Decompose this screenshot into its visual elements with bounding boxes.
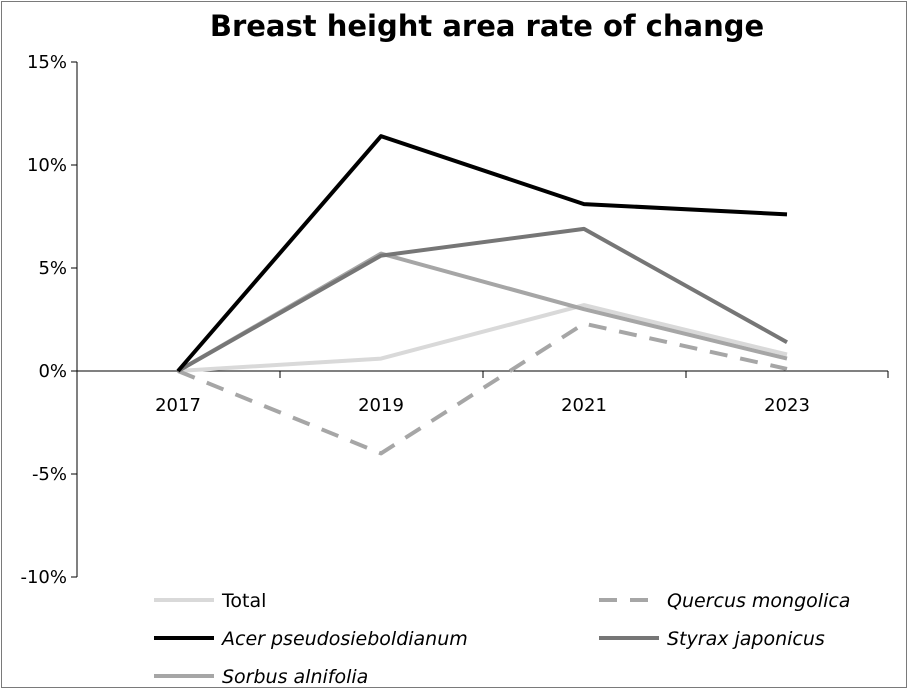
chart-title: Breast height area rate of change [210,9,764,43]
series-line-sorbus-alnifolia [176,251,788,373]
legend-label: Total [221,590,266,612]
legend: Total Quercus mongolica Acer pseudosiebold… [154,590,850,687]
series-line-styrax-japonicus [177,226,788,373]
y-tick-label: 0% [38,361,67,382]
series-line-quercus-mongolica [177,321,788,456]
y-tick-label: -5% [32,464,67,485]
axes: -10% -5% 0% 5% 10% 15% 2017 2019 2021 2023 [20,52,889,588]
y-tick-label: 15% [27,52,67,73]
x-tick-label: 2021 [561,395,607,416]
legend-label: Acer pseudosieboldianum [220,628,468,650]
legend-label: Quercus mongolica [667,590,850,612]
series-line-acer-pseudosieboldianum [176,134,788,373]
y-tick-label: 5% [38,258,67,279]
x-tick-label: 2017 [155,395,201,416]
legend-label: Styrax japonicus [667,628,825,650]
y-tick-label: -10% [20,567,67,588]
y-tick-label: 10% [27,155,67,176]
x-tick-label: 2019 [358,395,404,416]
series-line-total [177,303,788,373]
x-tick-label: 2023 [764,395,810,416]
legend-label: Sorbus alnifolia [222,666,368,687]
series-layer [176,134,788,456]
